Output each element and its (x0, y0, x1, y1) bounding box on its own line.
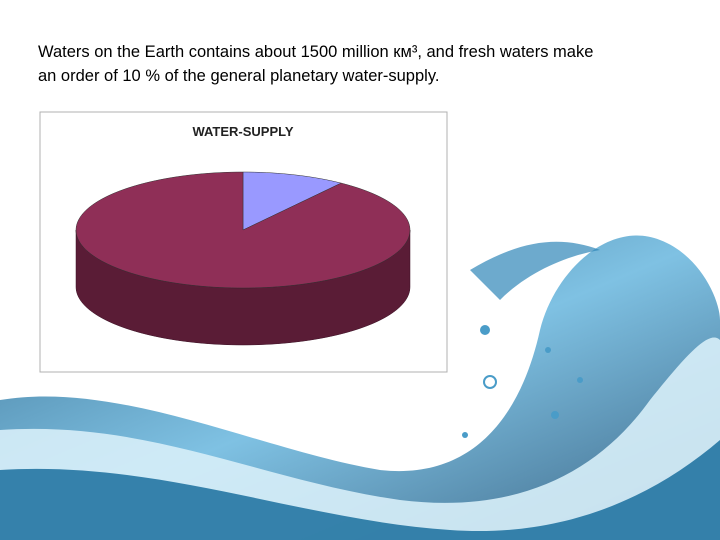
water-splash (0, 235, 720, 540)
chart-title: WATER-SUPPLY (192, 124, 293, 139)
slide-text: an order of 10 % of the general planetar… (38, 67, 439, 85)
slide-text: Waters on the Earth contains about 1500 … (38, 43, 593, 61)
pie-slice (75, 171, 411, 289)
pie-slice (242, 171, 342, 231)
pie (75, 171, 411, 346)
